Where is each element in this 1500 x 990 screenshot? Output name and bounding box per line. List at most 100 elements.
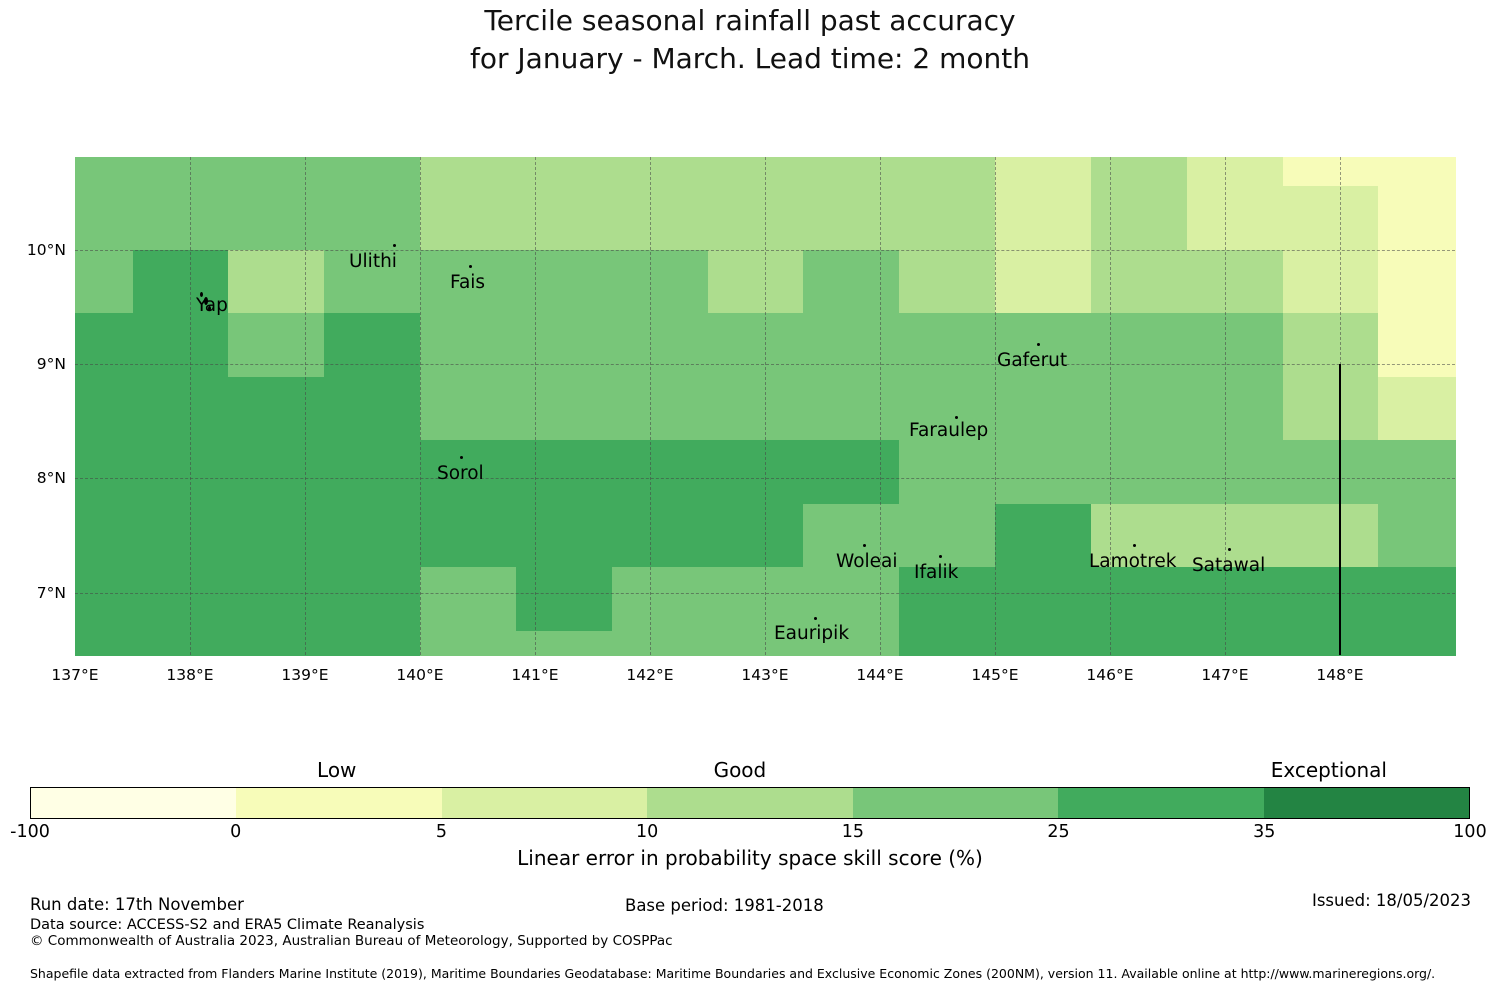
footer-issued: Issued: 18/05/2023 xyxy=(1311,891,1471,910)
island-label: Eauripik xyxy=(773,623,850,644)
graticule-parallel xyxy=(75,249,1455,251)
island-marker-icon xyxy=(814,616,818,620)
y-axis-tick-label: 9°N xyxy=(36,355,66,374)
colorbar-tick-label: 5 xyxy=(435,822,447,842)
grid-cell xyxy=(420,503,517,568)
grid-cell xyxy=(1186,157,1284,188)
grid-cell xyxy=(132,440,229,505)
grid-cell xyxy=(611,376,709,441)
grid-cell xyxy=(803,567,900,632)
grid-cell xyxy=(324,157,421,188)
grid-cell xyxy=(707,503,804,568)
page-title-line2: for January - March. Lead time: 2 month xyxy=(470,42,1030,75)
graticule-meridian xyxy=(765,157,766,655)
graticule-meridian xyxy=(880,157,881,655)
x-axis-tick-label: 144°E xyxy=(856,666,904,684)
colorbar xyxy=(30,787,1470,819)
graticule-meridian xyxy=(190,157,191,655)
grid-cell xyxy=(611,157,709,188)
grid-cell xyxy=(707,249,804,315)
x-axis-tick-label: 139°E xyxy=(281,666,329,684)
grid-cell xyxy=(1186,567,1284,632)
page-title-line1: Tercile seasonal rainfall past accuracy xyxy=(484,4,1016,37)
grid-cell xyxy=(1090,440,1188,505)
grid-cell xyxy=(228,313,325,378)
grid-cell xyxy=(611,440,709,505)
grid-cell xyxy=(1282,249,1379,315)
grid-cell xyxy=(132,567,229,632)
grid-cell xyxy=(803,376,900,441)
grid-cell xyxy=(515,440,613,505)
grid-cell xyxy=(1282,503,1379,568)
graticule-parallel xyxy=(75,592,1455,594)
grid-cell xyxy=(324,376,421,441)
grid-cell xyxy=(324,567,421,632)
colorbar-segment xyxy=(852,788,1059,818)
colorbar-tick-label: 100 xyxy=(1453,822,1487,842)
y-axis-tick-label: 10°N xyxy=(26,240,66,259)
island-marker-icon xyxy=(208,306,212,312)
grid-cell xyxy=(803,313,900,378)
grid-cell xyxy=(1090,376,1188,441)
grid-cell xyxy=(75,503,134,568)
grid-cell xyxy=(420,567,517,632)
y-axis-tick-label: 7°N xyxy=(36,583,66,602)
grid-cell xyxy=(611,186,709,251)
grid-cell xyxy=(515,567,613,632)
grid-cell xyxy=(1090,313,1188,378)
grid-cell xyxy=(1186,186,1284,251)
x-axis-tick-label: 147°E xyxy=(1201,666,1249,684)
island-label: Ifalik xyxy=(914,561,959,583)
colorbar-segment xyxy=(236,788,442,818)
grid-cell xyxy=(515,376,613,441)
grid-cell xyxy=(1186,249,1284,315)
grid-cell xyxy=(611,503,709,568)
grid-cell xyxy=(1090,157,1188,188)
grid-cell xyxy=(228,503,325,568)
grid-cell xyxy=(995,376,1092,441)
grid-cell xyxy=(707,440,804,505)
grid-cell xyxy=(1282,313,1379,378)
grid-cell xyxy=(899,313,996,378)
grid-cell xyxy=(707,157,804,188)
grid-cell xyxy=(707,376,804,441)
grid-cell xyxy=(75,630,134,656)
grid-cell xyxy=(75,157,134,188)
colorbar-tick-label: -100 xyxy=(10,822,50,842)
grid-cell xyxy=(228,440,325,505)
grid-cell xyxy=(228,567,325,632)
grid-cell xyxy=(899,249,996,315)
grid-cell xyxy=(1378,313,1456,378)
island-label: Ulithi xyxy=(349,250,397,272)
grid-cell xyxy=(228,249,325,315)
grid-cell xyxy=(1378,376,1456,441)
grid-cell xyxy=(132,157,229,188)
island-marker-icon xyxy=(1228,548,1232,552)
colorbar-segment xyxy=(1058,788,1264,818)
grid-cell xyxy=(324,630,421,656)
grid-cell xyxy=(995,157,1092,188)
grid-cell xyxy=(611,630,709,656)
grid-cell xyxy=(324,503,421,568)
grid-cell xyxy=(515,313,613,378)
x-axis-tick-label: 143°E xyxy=(741,666,789,684)
grid-cell xyxy=(995,313,1092,378)
grid-cell xyxy=(515,157,613,188)
colorbar-axis-label: Linear error in probability space skill … xyxy=(517,846,983,870)
colorbar-tick-label: 0 xyxy=(230,822,242,842)
grid-cell xyxy=(1282,186,1379,251)
grid-cell xyxy=(1186,503,1284,568)
grid-cell xyxy=(1378,630,1456,656)
colorbar-tick-label: 25 xyxy=(1047,822,1070,842)
island-marker-icon xyxy=(203,296,208,305)
grid-cell xyxy=(1378,440,1456,505)
graticule-meridian xyxy=(535,157,536,655)
graticule-meridian xyxy=(1110,157,1111,655)
grid-cell xyxy=(995,249,1092,315)
grid-cell xyxy=(75,376,134,441)
grid-cell xyxy=(132,313,229,378)
grid-cell xyxy=(803,440,900,505)
island-label: Yap xyxy=(195,294,228,316)
grid-cell xyxy=(899,503,996,568)
eez-boundary-line xyxy=(1339,364,1341,655)
